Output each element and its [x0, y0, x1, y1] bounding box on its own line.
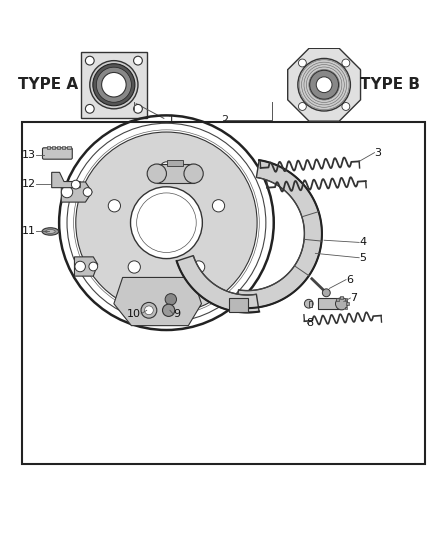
Circle shape — [298, 59, 306, 67]
Ellipse shape — [46, 230, 55, 233]
Circle shape — [162, 304, 175, 317]
Text: 10: 10 — [127, 309, 141, 319]
Text: 1: 1 — [168, 115, 175, 125]
Circle shape — [184, 164, 203, 183]
Bar — [345, 307, 347, 309]
Bar — [318, 298, 342, 310]
Circle shape — [89, 262, 98, 271]
Circle shape — [85, 56, 94, 65]
Polygon shape — [114, 278, 201, 326]
FancyBboxPatch shape — [42, 148, 72, 159]
Circle shape — [76, 132, 257, 313]
Circle shape — [160, 162, 173, 174]
Bar — [63, 146, 66, 149]
Bar — [81, 52, 147, 118]
Circle shape — [145, 306, 153, 314]
Circle shape — [90, 61, 138, 109]
Circle shape — [108, 200, 120, 212]
Text: 11: 11 — [22, 227, 36, 237]
Circle shape — [336, 297, 348, 310]
Polygon shape — [61, 182, 92, 202]
Text: 8: 8 — [307, 318, 314, 328]
Bar — [47, 146, 50, 149]
Bar — [229, 298, 248, 312]
Polygon shape — [177, 256, 259, 312]
Circle shape — [75, 261, 85, 272]
Text: TYPE B: TYPE B — [360, 77, 420, 92]
Circle shape — [192, 261, 205, 273]
Circle shape — [304, 300, 313, 308]
Text: 12: 12 — [22, 179, 36, 189]
Text: 3: 3 — [374, 148, 381, 158]
Circle shape — [131, 187, 202, 259]
Text: 4: 4 — [359, 237, 366, 247]
Bar — [67, 146, 71, 149]
Ellipse shape — [42, 228, 59, 235]
Circle shape — [141, 302, 157, 318]
Circle shape — [85, 104, 94, 113]
Circle shape — [342, 102, 350, 110]
Bar — [346, 302, 349, 305]
Text: 7: 7 — [350, 293, 357, 303]
Polygon shape — [52, 172, 80, 188]
Circle shape — [322, 289, 330, 297]
Bar — [345, 298, 347, 301]
Polygon shape — [74, 257, 98, 276]
Circle shape — [83, 188, 92, 197]
Circle shape — [165, 294, 177, 305]
Circle shape — [212, 200, 225, 212]
Circle shape — [134, 104, 142, 113]
Text: 13: 13 — [22, 150, 36, 160]
Bar — [22, 122, 425, 464]
Bar — [336, 298, 339, 301]
Text: 5: 5 — [359, 253, 366, 263]
Text: 2: 2 — [221, 115, 228, 125]
Text: TYPE A: TYPE A — [18, 77, 78, 92]
Circle shape — [310, 70, 339, 99]
Circle shape — [96, 67, 131, 102]
Circle shape — [147, 164, 166, 183]
Bar — [167, 159, 183, 166]
Polygon shape — [236, 160, 322, 308]
Circle shape — [316, 77, 332, 93]
Polygon shape — [288, 49, 360, 121]
Circle shape — [61, 187, 73, 198]
Circle shape — [71, 180, 80, 189]
Circle shape — [298, 59, 350, 111]
Bar — [157, 164, 194, 183]
Text: 6: 6 — [346, 274, 353, 285]
Bar — [53, 146, 55, 149]
Circle shape — [128, 261, 141, 273]
Circle shape — [342, 59, 350, 67]
Bar — [57, 146, 60, 149]
Circle shape — [102, 72, 126, 97]
Bar — [340, 296, 343, 299]
Bar — [309, 301, 312, 307]
Circle shape — [134, 56, 142, 65]
Circle shape — [298, 102, 306, 110]
Circle shape — [93, 64, 135, 106]
Text: 9: 9 — [173, 309, 180, 319]
